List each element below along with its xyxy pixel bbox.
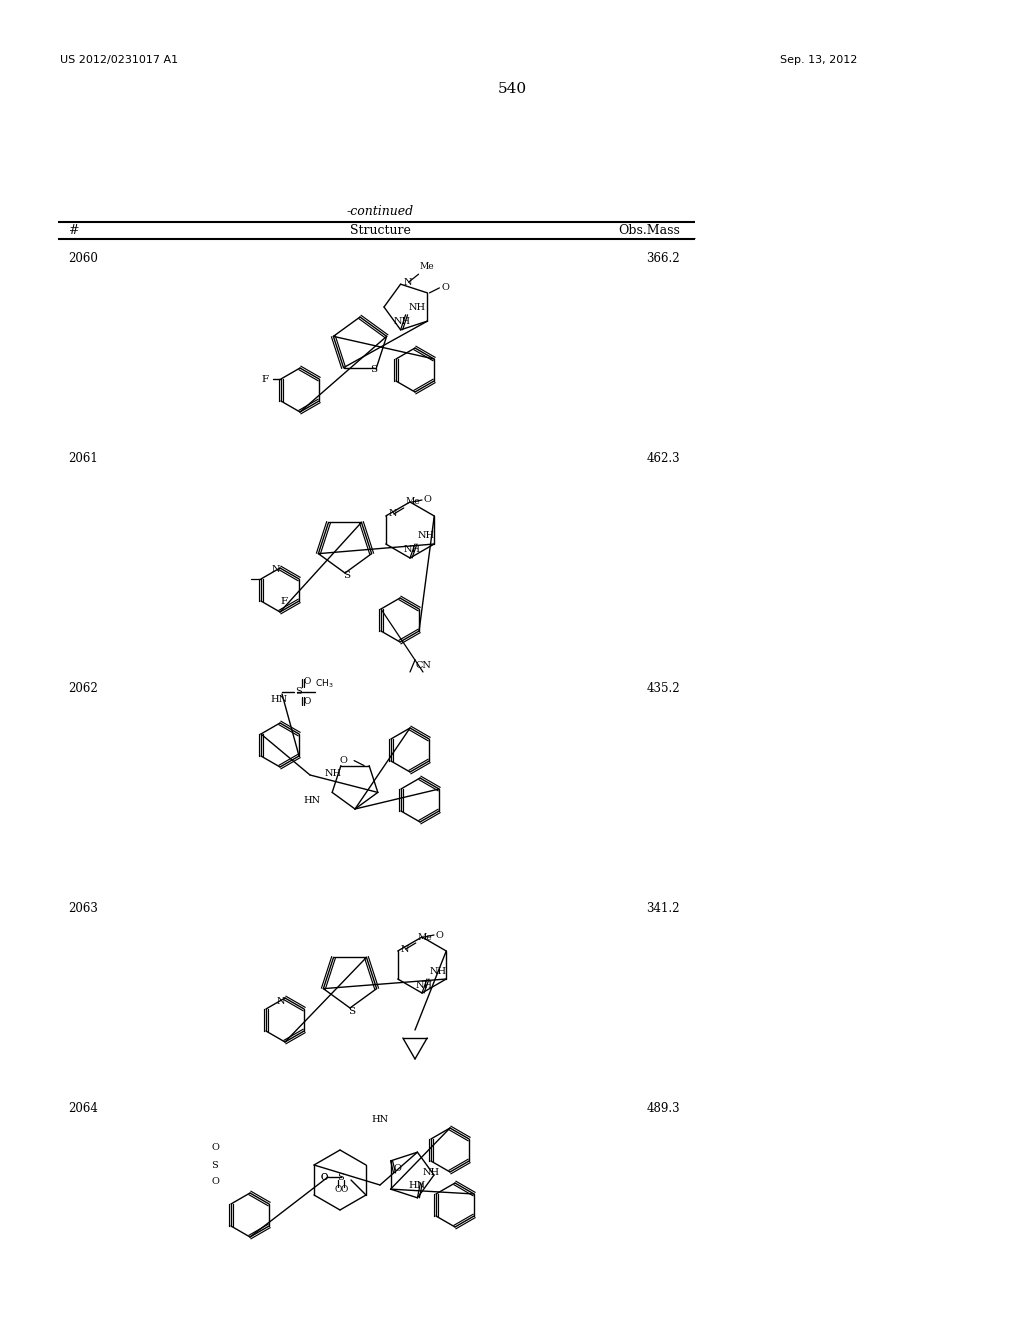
Text: Me: Me <box>418 932 432 941</box>
Text: 366.2: 366.2 <box>646 252 680 265</box>
Text: S: S <box>348 1006 355 1015</box>
Text: 2062: 2062 <box>68 682 97 696</box>
Text: N: N <box>389 510 397 519</box>
Text: NH: NH <box>418 532 435 540</box>
Text: S: S <box>295 688 302 697</box>
Text: O: O <box>339 756 347 766</box>
Text: 2064: 2064 <box>68 1102 98 1115</box>
Text: O: O <box>340 1185 348 1195</box>
Text: HN: HN <box>409 1181 426 1191</box>
Text: Me: Me <box>406 498 421 507</box>
Text: O: O <box>424 495 432 504</box>
Text: N: N <box>271 565 281 574</box>
Text: #: # <box>68 224 79 238</box>
Text: O: O <box>321 1172 328 1181</box>
Text: 540: 540 <box>498 82 526 96</box>
Text: NH: NH <box>409 304 426 313</box>
Text: NH: NH <box>423 1168 439 1177</box>
Text: CH$_3$: CH$_3$ <box>315 677 334 690</box>
Text: 462.3: 462.3 <box>646 451 680 465</box>
Text: NH: NH <box>430 966 447 975</box>
Text: F: F <box>261 375 268 384</box>
Text: S: S <box>370 366 377 374</box>
Text: O: O <box>334 1185 342 1195</box>
Text: N: N <box>403 277 412 286</box>
Text: S: S <box>343 572 350 581</box>
Text: NH: NH <box>403 545 421 554</box>
Text: O: O <box>211 1143 219 1152</box>
Text: 435.2: 435.2 <box>646 682 680 696</box>
Text: O: O <box>303 677 310 686</box>
Text: N: N <box>400 945 410 953</box>
Text: O: O <box>436 931 443 940</box>
Text: S: S <box>212 1160 218 1170</box>
Text: CN: CN <box>415 660 431 669</box>
Text: -continued: -continued <box>346 205 414 218</box>
Text: 2063: 2063 <box>68 902 98 915</box>
Text: O: O <box>303 697 310 706</box>
Text: 341.2: 341.2 <box>646 902 680 915</box>
Text: O: O <box>393 1164 401 1173</box>
Text: 2061: 2061 <box>68 451 97 465</box>
Text: O: O <box>211 1177 219 1187</box>
Text: O: O <box>321 1172 328 1181</box>
Text: O: O <box>441 284 450 293</box>
Text: NH: NH <box>325 770 341 777</box>
Text: 489.3: 489.3 <box>646 1102 680 1115</box>
Text: NH: NH <box>416 981 432 990</box>
Text: HN: HN <box>372 1115 388 1125</box>
Text: Structure: Structure <box>349 224 411 238</box>
Text: N: N <box>276 997 286 1006</box>
Text: Sep. 13, 2012: Sep. 13, 2012 <box>780 55 857 65</box>
Text: 2060: 2060 <box>68 252 98 265</box>
Text: F: F <box>281 597 288 606</box>
Text: NH: NH <box>394 317 412 326</box>
Text: S: S <box>338 1172 344 1181</box>
Text: Obs.Mass: Obs.Mass <box>618 224 680 238</box>
Text: HN: HN <box>303 796 321 805</box>
Text: HN: HN <box>270 696 287 705</box>
Text: US 2012/0231017 A1: US 2012/0231017 A1 <box>60 55 178 65</box>
Text: Me: Me <box>420 261 434 271</box>
